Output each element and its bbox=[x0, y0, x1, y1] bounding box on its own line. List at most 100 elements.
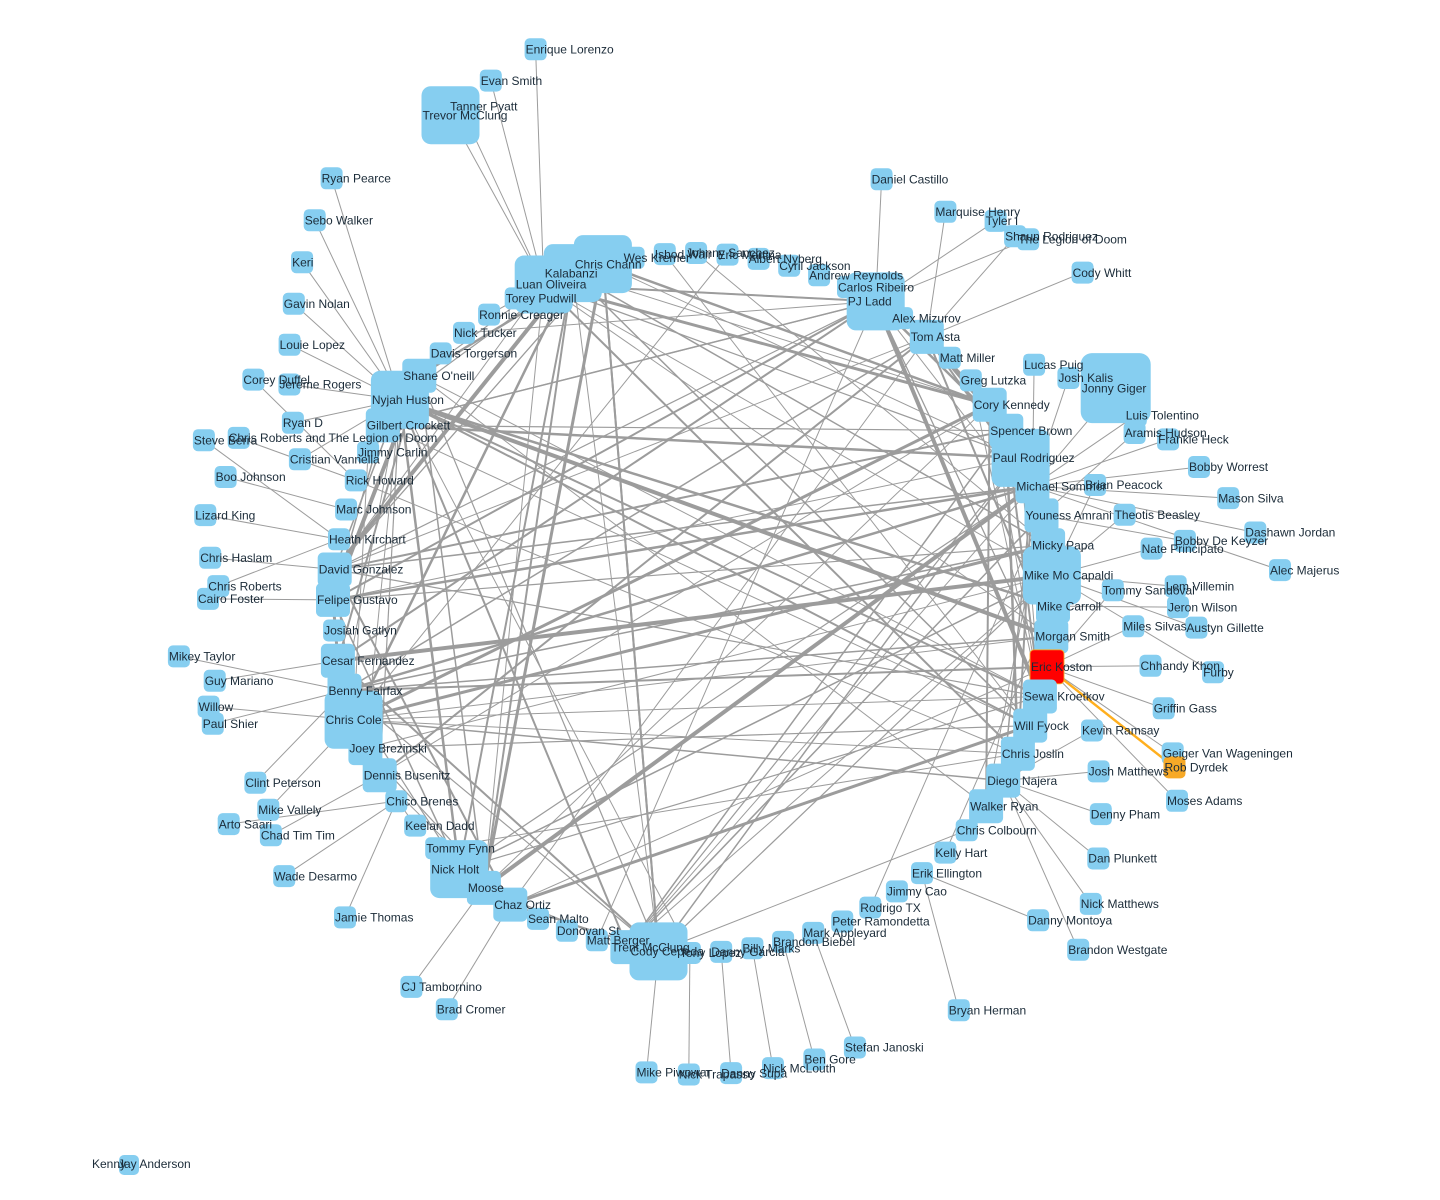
svg-text:Aramis Hudson: Aramis Hudson bbox=[1125, 426, 1207, 440]
svg-text:Cesar Fernandez: Cesar Fernandez bbox=[322, 654, 415, 668]
svg-text:Josiah Gatlyn: Josiah Gatlyn bbox=[324, 624, 397, 638]
svg-text:Geiger Van Wageningen: Geiger Van Wageningen bbox=[1163, 747, 1293, 761]
svg-text:Marc Johnson: Marc Johnson bbox=[336, 503, 411, 517]
svg-text:Cristian Vannella: Cristian Vannella bbox=[290, 453, 380, 467]
svg-text:Walker Ryan: Walker Ryan bbox=[970, 799, 1038, 813]
svg-text:PJ Ladd: PJ Ladd bbox=[848, 295, 892, 309]
svg-text:Chris Joslin: Chris Joslin bbox=[1002, 747, 1064, 761]
svg-text:Tanner Pyatt: Tanner Pyatt bbox=[450, 99, 518, 113]
svg-text:Dennis Busenitz: Dennis Busenitz bbox=[364, 769, 451, 783]
svg-text:Shane O'neill: Shane O'neill bbox=[403, 369, 474, 383]
svg-text:Sewa Kroetkov: Sewa Kroetkov bbox=[1024, 690, 1105, 704]
svg-text:Chris Colbourn: Chris Colbourn bbox=[957, 824, 1037, 838]
svg-text:Mike Mo Capaldi: Mike Mo Capaldi bbox=[1024, 569, 1113, 583]
svg-text:Clint Peterson: Clint Peterson bbox=[245, 776, 320, 790]
svg-text:Torey Pudwill: Torey Pudwill bbox=[506, 292, 577, 306]
svg-text:Carlos Ribeiro: Carlos Ribeiro bbox=[838, 280, 914, 294]
svg-text:Brad Cromer: Brad Cromer bbox=[437, 1003, 506, 1017]
svg-text:Chad Tim Tim: Chad Tim Tim bbox=[261, 828, 335, 842]
svg-text:Moses Adams: Moses Adams bbox=[1167, 794, 1242, 808]
svg-text:Tommy Fynn: Tommy Fynn bbox=[426, 842, 495, 856]
svg-text:Lucas Puig: Lucas Puig bbox=[1024, 358, 1083, 372]
svg-text:Evan Smith: Evan Smith bbox=[481, 74, 542, 88]
svg-text:Shaun Rodriguez: Shaun Rodriguez bbox=[1005, 230, 1098, 244]
svg-text:Joey Brezinski: Joey Brezinski bbox=[349, 741, 426, 755]
svg-text:Rodrigo TX: Rodrigo TX bbox=[860, 901, 920, 915]
svg-text:Mike Carroll: Mike Carroll bbox=[1037, 599, 1101, 613]
svg-text:Will Fyock: Will Fyock bbox=[1014, 719, 1070, 733]
svg-text:Moose: Moose bbox=[468, 881, 504, 895]
svg-text:Chris Cole: Chris Cole bbox=[326, 713, 382, 727]
svg-text:Mikey Taylor: Mikey Taylor bbox=[169, 650, 235, 664]
svg-text:Mike Vallely: Mike Vallely bbox=[258, 803, 321, 817]
svg-text:Felipe Gustavo: Felipe Gustavo bbox=[317, 593, 398, 607]
svg-text:Denny Pham: Denny Pham bbox=[1091, 807, 1160, 821]
svg-text:Keri: Keri bbox=[292, 255, 313, 269]
svg-text:Jereme Rogers: Jereme Rogers bbox=[279, 378, 361, 392]
svg-text:Enrique Lorenzo: Enrique Lorenzo bbox=[526, 43, 614, 57]
svg-text:Erik Ellington: Erik Ellington bbox=[912, 866, 982, 880]
svg-text:Chaz Ortiz: Chaz Ortiz bbox=[494, 898, 551, 912]
svg-text:Louie Lopez: Louie Lopez bbox=[280, 338, 345, 352]
svg-text:Mike Piwowar: Mike Piwowar bbox=[637, 1066, 711, 1080]
svg-text:Wade Desarmo: Wade Desarmo bbox=[274, 869, 357, 883]
svg-text:CJ Tambornino: CJ Tambornino bbox=[401, 980, 482, 994]
svg-text:Chico Brenes: Chico Brenes bbox=[386, 794, 458, 808]
svg-text:Danny Montoya: Danny Montoya bbox=[1028, 914, 1112, 928]
svg-text:Ryan Pearce: Ryan Pearce bbox=[322, 172, 392, 186]
svg-text:Nyjah Huston: Nyjah Huston bbox=[372, 393, 444, 407]
svg-text:Nick Matthews: Nick Matthews bbox=[1081, 897, 1159, 911]
svg-text:Nate Principato: Nate Principato bbox=[1142, 542, 1224, 556]
svg-text:Kelly Hart: Kelly Hart bbox=[935, 846, 988, 860]
svg-text:Cody Whitt: Cody Whitt bbox=[1073, 266, 1132, 280]
svg-text:Cairo Foster: Cairo Foster bbox=[198, 592, 264, 606]
svg-text:Ryan D: Ryan D bbox=[283, 416, 323, 430]
svg-text:Theotis Beasley: Theotis Beasley bbox=[1115, 508, 1200, 522]
svg-text:Eric Koston: Eric Koston bbox=[1031, 660, 1092, 674]
svg-text:Austyn Gillette: Austyn Gillette bbox=[1186, 621, 1264, 635]
svg-text:Brandon Westgate: Brandon Westgate bbox=[1068, 943, 1168, 957]
svg-text:Morgan Smith: Morgan Smith bbox=[1035, 630, 1110, 644]
svg-text:Matt Miller: Matt Miller bbox=[940, 351, 995, 365]
svg-text:Boo Johnson: Boo Johnson bbox=[216, 470, 286, 484]
svg-text:Daniel Castillo: Daniel Castillo bbox=[872, 172, 949, 186]
svg-text:Davis Torgerson: Davis Torgerson bbox=[431, 347, 517, 361]
svg-text:Cory Kennedy: Cory Kennedy bbox=[974, 398, 1050, 412]
svg-text:Rick Howard: Rick Howard bbox=[346, 474, 414, 488]
svg-text:Micky Papa: Micky Papa bbox=[1032, 538, 1094, 552]
svg-text:Lizard King: Lizard King bbox=[195, 508, 255, 522]
svg-text:Alex Mizurov: Alex Mizurov bbox=[892, 311, 961, 325]
svg-text:Ronnie Creager: Ronnie Creager bbox=[479, 308, 564, 322]
svg-text:Josh Matthews: Josh Matthews bbox=[1089, 765, 1169, 779]
svg-text:Brian Peacock: Brian Peacock bbox=[1085, 478, 1163, 492]
svg-text:Youness Amrani: Youness Amrani bbox=[1026, 509, 1112, 523]
svg-text:Stefan Janoski: Stefan Janoski bbox=[845, 1041, 924, 1055]
svg-text:Tom Asta: Tom Asta bbox=[911, 330, 961, 344]
svg-text:Tommy Sandoval: Tommy Sandoval bbox=[1103, 583, 1195, 597]
svg-text:Marquise Henry: Marquise Henry bbox=[935, 205, 1020, 219]
svg-text:Jimmy Cao: Jimmy Cao bbox=[887, 885, 947, 899]
svg-text:Bobby Worrest: Bobby Worrest bbox=[1189, 460, 1269, 474]
svg-text:Dan Plunkett: Dan Plunkett bbox=[1088, 852, 1157, 866]
svg-text:Chhandy Khon: Chhandy Khon bbox=[1141, 659, 1220, 673]
svg-text:Mason Silva: Mason Silva bbox=[1218, 491, 1284, 505]
svg-text:Chris Haslam: Chris Haslam bbox=[200, 551, 272, 565]
svg-text:Nick Tucker: Nick Tucker bbox=[454, 326, 517, 340]
svg-text:Benny Fairfax: Benny Fairfax bbox=[329, 684, 403, 698]
svg-text:Griffin Gass: Griffin Gass bbox=[1154, 702, 1217, 716]
svg-text:Kevin Ramsay: Kevin Ramsay bbox=[1082, 724, 1159, 738]
svg-text:Miles Silvas: Miles Silvas bbox=[1123, 620, 1186, 634]
svg-text:Luis Tolentino: Luis Tolentino bbox=[1126, 409, 1199, 423]
svg-text:Willow: Willow bbox=[199, 700, 234, 714]
svg-text:David Gonzalez: David Gonzalez bbox=[319, 563, 404, 577]
svg-text:Spencer Brown: Spencer Brown bbox=[990, 424, 1072, 438]
svg-text:Jay Anderson: Jay Anderson bbox=[118, 1157, 191, 1171]
svg-text:Sean Malto: Sean Malto bbox=[528, 912, 589, 926]
svg-text:Jonny Giger: Jonny Giger bbox=[1082, 381, 1147, 395]
svg-text:Bryan Herman: Bryan Herman bbox=[949, 1003, 1026, 1017]
svg-text:Chris Roberts: Chris Roberts bbox=[208, 579, 281, 593]
svg-text:Jeron Wilson: Jeron Wilson bbox=[1168, 600, 1237, 614]
svg-text:Sebo Walker: Sebo Walker bbox=[305, 213, 373, 227]
svg-text:Diego Najera: Diego Najera bbox=[987, 774, 1057, 788]
svg-text:Alec Majerus: Alec Majerus bbox=[1270, 563, 1339, 577]
